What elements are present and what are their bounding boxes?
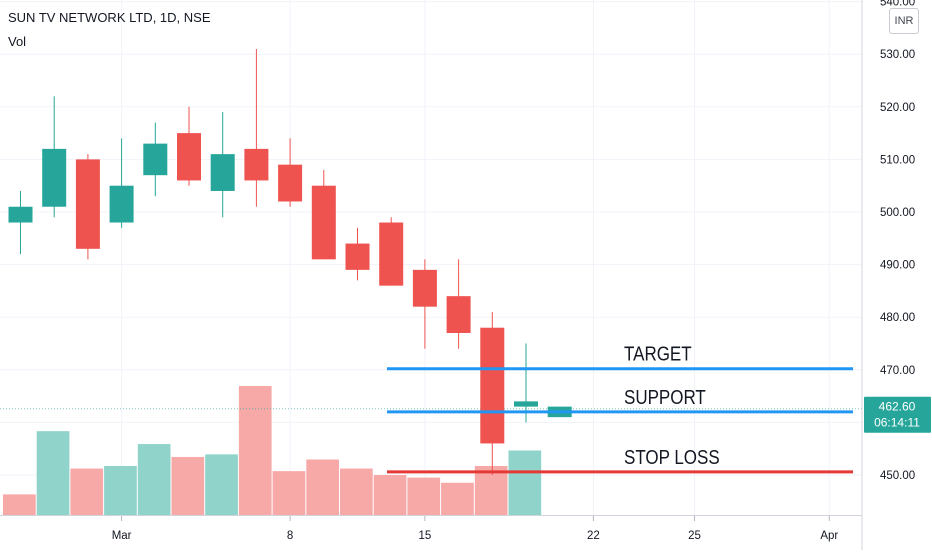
volume-bar	[373, 475, 407, 515]
time-tick-label: Apr	[820, 530, 838, 542]
volume-bar	[137, 444, 171, 515]
volume-bar	[508, 450, 542, 515]
price-axis[interactable]: 450.00460.00470.00480.00490.00500.00510.…	[861, 0, 915, 550]
candle	[210, 112, 235, 218]
level-label: SUPPORT	[624, 386, 706, 409]
volume-bar	[407, 477, 441, 515]
candle-body	[143, 143, 168, 176]
candle	[278, 138, 303, 207]
candle	[311, 169, 336, 260]
symbol-title: SUN TV NETWORK LTD, 1D, NSE	[8, 10, 211, 25]
price-tick-label: 500.00	[880, 207, 915, 219]
price-tick-label: 520.00	[880, 102, 915, 114]
candle-body	[210, 154, 235, 191]
candle-body	[75, 159, 100, 249]
candle-body	[244, 148, 269, 181]
candle-body	[8, 206, 33, 223]
candle-body	[480, 327, 505, 444]
candle	[244, 48, 269, 207]
price-tick-label: 470.00	[880, 365, 915, 377]
volume-bar	[70, 468, 104, 515]
candle	[143, 122, 168, 197]
candle-layer	[0, 48, 862, 475]
candle-body	[446, 296, 471, 333]
volume-bar	[306, 459, 339, 515]
candle-body	[514, 401, 538, 407]
price-tick-label: 530.00	[880, 49, 915, 61]
volume-bar	[474, 465, 508, 515]
price-tick-label: 510.00	[880, 154, 915, 166]
price-tick-label: 450.00	[880, 470, 915, 482]
candle	[177, 106, 201, 186]
level-label: TARGET	[624, 342, 692, 365]
time-tick-label: 15	[419, 530, 432, 542]
candle	[345, 227, 370, 281]
volume-indicator-label: Vol	[8, 34, 27, 49]
candle-body	[42, 148, 67, 207]
price-tag: 462.60 06:14:11	[864, 396, 931, 433]
volume-bar	[104, 465, 137, 515]
price-tag-countdown: 06:14:11	[874, 416, 920, 430]
volume-bar	[272, 471, 306, 515]
candle	[514, 343, 538, 423]
price-tick-label: 480.00	[880, 312, 915, 324]
candle-body	[379, 222, 404, 286]
volume-bar	[238, 386, 272, 515]
price-tag-box	[864, 396, 931, 433]
candle	[109, 138, 134, 228]
time-tick-label: 8	[287, 530, 293, 542]
volume-bar	[205, 454, 238, 515]
time-tick-label: 22	[587, 530, 600, 542]
volume-layer	[3, 386, 542, 515]
candle	[75, 154, 100, 260]
currency-badge[interactable]: INR	[889, 8, 919, 34]
level-label: STOP LOSS	[624, 446, 720, 469]
candle	[480, 311, 505, 475]
time-tick-label: 25	[688, 530, 701, 542]
candle-body	[109, 185, 134, 223]
level-layer[interactable]: TARGET SUPPORT STOP LOSS	[387, 342, 853, 474]
candle	[412, 259, 437, 349]
time-tick-label: Mar	[112, 530, 132, 542]
volume-bar	[340, 468, 373, 515]
price-tick-label: 540.00	[880, 0, 915, 9]
candle	[446, 259, 471, 349]
candle-body	[345, 243, 370, 270]
candle	[42, 96, 67, 218]
candle-body	[278, 164, 303, 202]
volume-bar	[171, 456, 205, 515]
price-tag-value: 462.60	[879, 400, 916, 414]
volume-bar	[36, 431, 70, 515]
price-tick-label: 490.00	[880, 260, 915, 272]
candle-body	[311, 185, 336, 260]
candle	[8, 190, 33, 255]
candle-body	[412, 269, 437, 307]
candle	[379, 217, 404, 286]
candle-body	[177, 133, 201, 181]
time-axis[interactable]: Mar 8 15 22 25 Apr	[0, 515, 862, 543]
volume-bar	[441, 482, 474, 515]
volume-bar	[3, 494, 36, 515]
